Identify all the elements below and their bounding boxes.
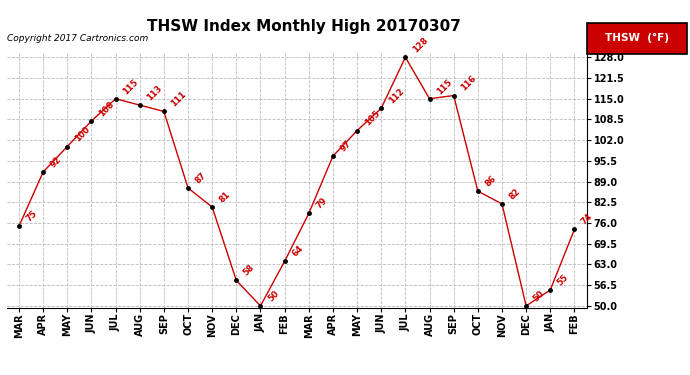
Text: 79: 79 [315, 196, 329, 211]
Text: 105: 105 [363, 109, 382, 128]
Text: Copyright 2017 Cartronics.com: Copyright 2017 Cartronics.com [7, 34, 148, 43]
Text: 64: 64 [290, 244, 305, 258]
Text: 97: 97 [339, 139, 353, 153]
Text: 112: 112 [387, 87, 406, 105]
Text: 86: 86 [484, 174, 498, 188]
Text: 115: 115 [121, 77, 140, 96]
Text: 87: 87 [194, 171, 208, 185]
Text: 55: 55 [556, 273, 571, 287]
Text: 115: 115 [435, 77, 454, 96]
Text: 75: 75 [25, 209, 39, 224]
Text: 128: 128 [411, 36, 430, 54]
Text: 58: 58 [242, 263, 257, 278]
Text: 50: 50 [266, 288, 281, 303]
Text: 116: 116 [460, 74, 478, 93]
Text: 74: 74 [580, 212, 595, 226]
Text: 108: 108 [97, 100, 116, 118]
Text: THSW  (°F): THSW (°F) [604, 33, 669, 44]
Text: THSW Index Monthly High 20170307: THSW Index Monthly High 20170307 [147, 19, 460, 34]
Text: 82: 82 [508, 186, 522, 201]
Text: 50: 50 [532, 288, 546, 303]
Text: 100: 100 [73, 125, 92, 144]
Text: 113: 113 [146, 84, 164, 102]
Text: 92: 92 [49, 154, 63, 169]
Text: 81: 81 [218, 190, 233, 204]
Text: 111: 111 [170, 90, 188, 109]
